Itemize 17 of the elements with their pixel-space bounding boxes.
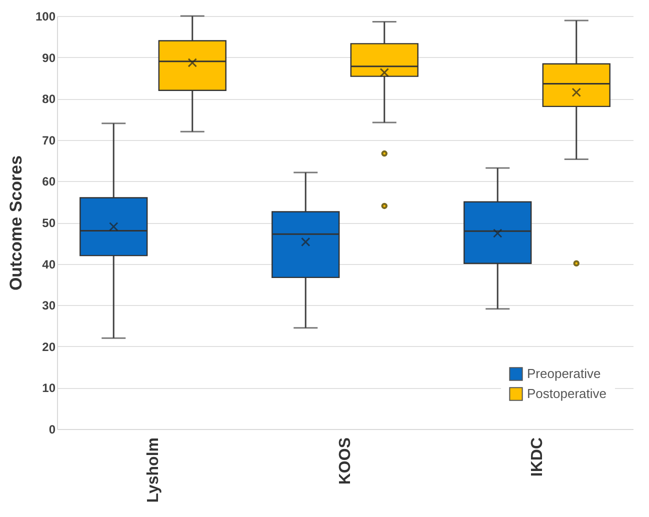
legend-label: Preoperative xyxy=(527,366,601,381)
y-tick-label: 50 xyxy=(42,216,56,230)
x-tick-label: Lysholm xyxy=(145,438,162,503)
y-axis-title: Outcome Scores xyxy=(6,155,26,291)
y-tick-label: 40 xyxy=(42,257,56,272)
y-tick-label: 20 xyxy=(42,340,56,354)
y-tick-label: 90 xyxy=(42,50,56,65)
y-tick-label: 10 xyxy=(42,381,56,396)
y-tick-label: 70 xyxy=(42,133,56,148)
y-tick-label: 60 xyxy=(42,174,56,189)
legend-label: Postoperative xyxy=(527,386,606,401)
x-tick-label: IKDC xyxy=(529,437,546,477)
y-tick-label: 80 xyxy=(42,92,56,106)
y-tick-label: 100 xyxy=(35,10,56,24)
y-tick-label: 0 xyxy=(48,422,56,436)
y-tick-label: 30 xyxy=(42,298,56,313)
x-tick-label: KOOS xyxy=(337,437,354,485)
